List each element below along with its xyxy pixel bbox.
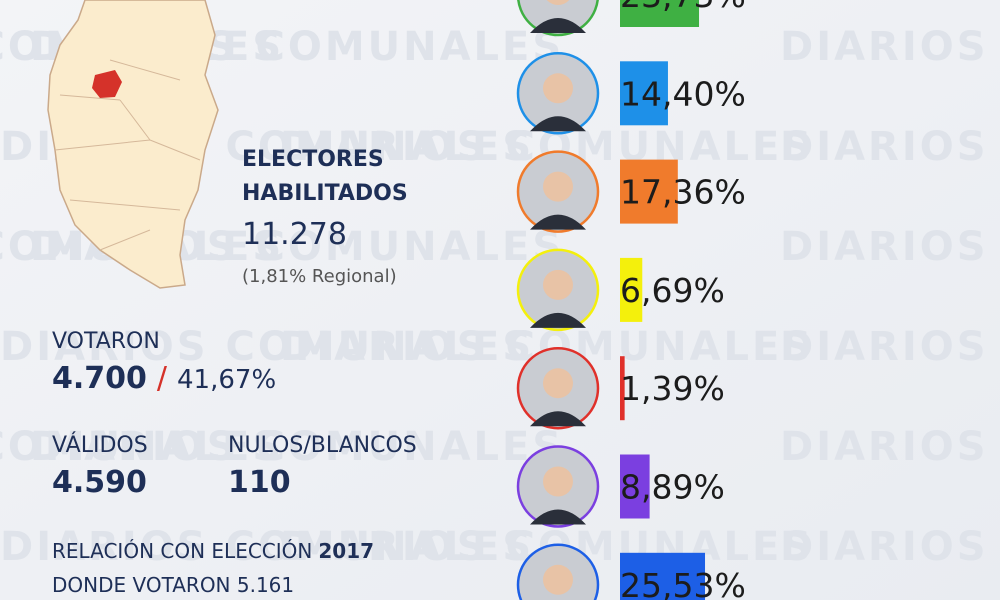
avatar-face: [543, 466, 573, 497]
relacion-line: RELACIÓN CON ELECCIÓN 2017: [52, 539, 374, 563]
electores-regional: (1,81% Regional): [242, 266, 397, 287]
avatar-body: [530, 411, 586, 427]
electores-label: HABILITADOS: [242, 181, 408, 206]
region-map: [47, 0, 219, 289]
bar: [620, 552, 706, 600]
candidate-row: 1,39%: [516, 346, 725, 430]
bar: [620, 159, 678, 224]
value-label: 23,73%: [620, 0, 746, 15]
watermark: DIARIOS COMUNALES: [780, 424, 1000, 470]
candidates: 23,73% 14,40% 17,36% 6,69% 1,39% 8,89% 25,53%: [516, 0, 746, 600]
avatar-body: [530, 509, 586, 525]
value-label: 17,36%: [620, 173, 746, 212]
validos-label: VÁLIDOS: [52, 432, 148, 458]
watermark: DIARIOS COMUNALES: [0, 524, 534, 570]
relacion-text: RELACIÓN CON ELECCIÓN: [52, 539, 312, 563]
electores-count: 11.278: [242, 217, 347, 252]
validos-count: 4.590: [52, 465, 147, 500]
avatar-face: [543, 171, 573, 202]
candidate-row: 8,89%: [516, 445, 725, 528]
watermark: DIARIOS COMUNALES: [780, 24, 1000, 70]
bar: [620, 356, 625, 421]
separator: /: [157, 361, 168, 396]
watermark: DIARIOS COMUNALES: [0, 424, 284, 470]
candidate-row: 25,53%: [516, 543, 746, 600]
avatar-body: [530, 312, 586, 328]
bar: [620, 61, 668, 126]
relacion-text: DONDE VOTARON 5.161: [52, 573, 294, 597]
avatar-body: [530, 116, 586, 132]
relacion-year: 2017: [318, 539, 374, 563]
candidate-row: 23,73%: [517, 0, 746, 37]
value-label: 1,39%: [620, 369, 725, 408]
value-label: 25,53%: [620, 566, 746, 600]
avatar-body: [530, 214, 586, 230]
bar: [620, 257, 643, 322]
avatar-face: [543, 564, 573, 595]
value-label: 8,89%: [620, 468, 725, 507]
votaron-count: 4.700: [52, 361, 147, 396]
watermark: DIARIOS COMUNALES: [0, 324, 534, 370]
avatar-face: [546, 0, 570, 5]
votaron-percent: 41,67%: [177, 365, 276, 395]
candidate-row: 17,36%: [516, 150, 746, 233]
votaron-label: VOTARON: [52, 329, 160, 354]
nulos-count: 110: [228, 465, 291, 500]
avatar-face: [543, 269, 573, 300]
bar: [620, 454, 650, 519]
votaron-line: 4.700 / 41,67%: [52, 361, 276, 396]
avatar-face: [543, 368, 573, 399]
electores-label: ELECTORES: [242, 147, 384, 172]
bar: [620, 0, 700, 27]
value-label: 6,69%: [620, 271, 725, 310]
watermark: DIARIOS COMUNALES: [780, 224, 1000, 270]
watermark: DIARIOS COMUNALES: [780, 524, 1000, 570]
candidate-row: 6,69%: [516, 248, 725, 332]
watermark: DIARIOS COMUNALES: [30, 424, 564, 470]
avatar-body: [530, 18, 586, 33]
avatar-face: [543, 73, 573, 104]
candidate-row: 14,40%: [516, 52, 746, 135]
value-label: 14,40%: [620, 74, 746, 113]
nulos-label: NULOS/BLANCOS: [228, 433, 417, 458]
watermark: DIARIOS COMUNALES: [780, 324, 1000, 370]
watermark: DIARIOS COMUNALES: [780, 124, 1000, 170]
